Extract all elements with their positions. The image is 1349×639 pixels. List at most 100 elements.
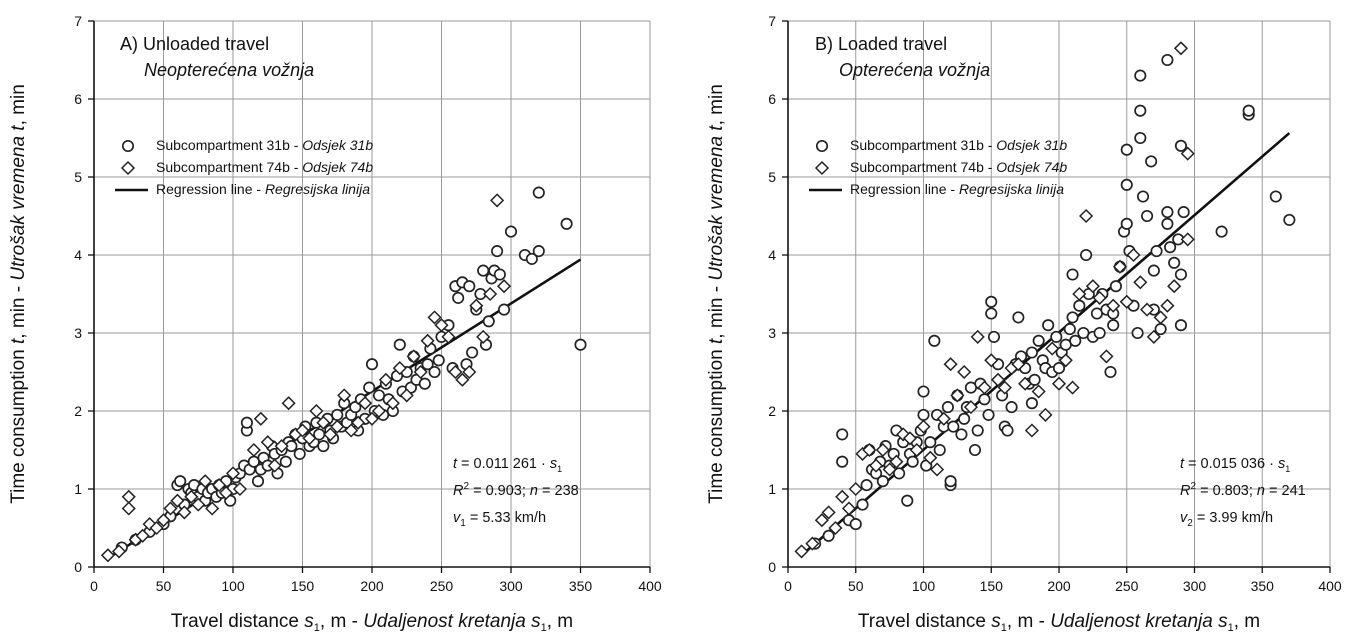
point-74b [441,329,456,344]
point-74b [455,372,470,387]
point-31b [924,436,937,449]
point-31b [1120,143,1133,156]
point-74b [1119,294,1134,309]
point-74b [135,528,150,543]
point-74b [156,513,171,528]
point-31b [1066,311,1079,324]
point-74b [121,489,136,504]
point-31b [1120,217,1133,230]
x-axis-title: Travel distance s1, m - Udaljenost kreta… [171,611,573,634]
legend-label: Regression line - Regresijska linija [850,181,1064,197]
point-74b [1106,298,1121,313]
point-31b [466,346,479,359]
point-31b [331,408,344,421]
x-axis-title: Travel distance s1, m - Udaljenost kreta… [858,611,1260,634]
point-74b [1173,41,1189,56]
point-31b [418,377,431,390]
point-74b [1045,341,1060,356]
x-tick-label: 250 [430,578,454,594]
point-74b [323,427,338,442]
series-a-74b [100,193,512,563]
point-74b [385,396,400,411]
y-tick-label: 7 [74,13,82,29]
y-tick-label: 3 [74,325,82,341]
y-tick-label: 5 [74,169,82,185]
point-31b [1145,155,1158,168]
grid-a [94,20,651,567]
legend-b: Subcompartment 31b - Odsjek 31b Subcompar… [809,137,1067,197]
point-31b [1134,69,1147,82]
point-74b [909,442,924,458]
point-31b [1066,268,1079,281]
point-74b [267,458,282,473]
point-74b [862,442,877,458]
x-tick-label: 400 [1318,578,1342,594]
point-74b [476,329,491,344]
x-tick-label: 50 [156,578,172,594]
panel-subtitle-a: Neopterećena vožnja [144,60,314,80]
panel-subtitle-b: Opterećena vožnja [839,60,990,80]
point-31b [463,280,476,293]
point-74b [977,380,992,395]
point-74b [950,388,965,403]
point-74b [274,439,289,454]
point-31b [1147,264,1160,277]
point-74b [330,419,345,434]
point-74b [364,411,380,426]
x-tick-label: 150 [291,578,315,594]
point-31b [317,440,330,453]
point-31b [279,455,292,468]
point-74b [814,513,829,528]
point-31b [1104,365,1117,379]
point-31b [856,498,869,511]
point-74b [260,435,275,450]
point-74b [302,431,317,446]
x-tick-label: 300 [499,578,523,594]
point-31b [1001,424,1014,437]
panel-title-b: B) Loaded travel [815,34,947,54]
point-74b [1133,275,1148,290]
point-31b [1177,206,1190,219]
r-squared-n: R2 = 0.903; n = 238 [453,481,579,499]
point-31b [836,455,849,468]
point-74b [448,364,463,380]
point-31b [985,307,998,320]
point-74b [316,415,331,430]
point-74b [1099,349,1114,364]
point-74b [936,411,951,426]
point-74b [923,450,938,465]
point-31b [1025,346,1038,359]
point-31b [1093,326,1106,340]
point-74b [963,400,978,415]
regression-stats-a: t = 0.011 261 · s1 R2 = 0.903; n = 238 v1 … [453,456,579,529]
point-31b [1136,190,1150,203]
point-74b [1024,423,1039,438]
point-74b [170,493,185,508]
point-74b [212,478,227,493]
point-31b [955,428,968,441]
point-31b [1161,206,1174,219]
grid-b [788,20,1331,567]
point-31b [251,475,265,488]
y-tick-label: 5 [768,169,776,185]
point-31b [901,494,914,507]
y-tick-label: 7 [768,13,776,29]
point-74b [889,454,904,469]
point-74b [1051,376,1067,391]
point-74b [1126,247,1141,263]
x-tick-label: 50 [848,578,864,594]
point-31b [372,389,385,402]
point-74b [205,501,220,516]
point-31b [1150,245,1163,258]
point-31b [293,447,306,460]
point-31b [1050,330,1063,343]
point-74b [805,536,820,551]
point-74b [469,298,484,313]
x-tick-label: 100 [221,578,245,594]
point-74b [1031,384,1046,399]
x-tick-label: 200 [360,578,384,594]
legend-marker-diamond [120,160,136,176]
point-74b [399,388,414,403]
y-tick-label: 2 [74,403,82,419]
point-31b [497,303,511,316]
